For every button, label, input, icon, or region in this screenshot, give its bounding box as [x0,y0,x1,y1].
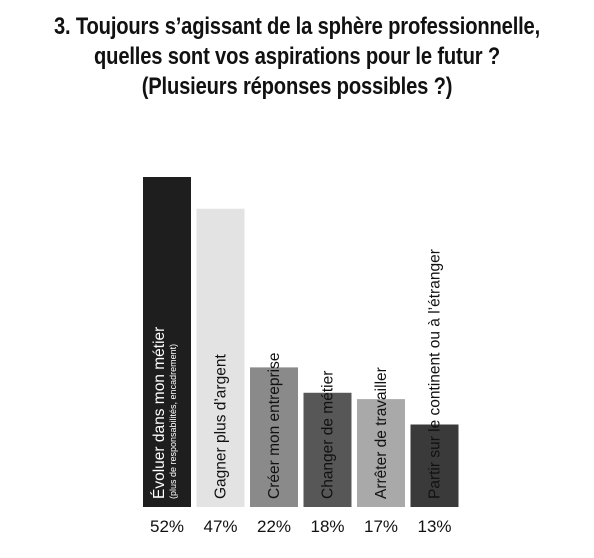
bar-value-label: 18% [310,517,344,536]
bar-group: Évoluer dans mon métier (plus de responsa… [143,177,191,536]
bar [143,177,191,507]
bar-value-label: 17% [364,517,398,536]
bar-category-label: Arrêter de travailler [373,367,390,499]
bar-category-label: Changer de métier [320,371,337,499]
bar [410,424,459,507]
bar-value-label: 52% [150,517,184,536]
chart-title-line-3: (Plusieurs réponses possibles ?) [141,73,453,100]
bar [303,392,352,507]
bar-category-sublabel: (plus de responsabilités, encadrement) [168,344,178,499]
chart-title-line-1: 3. Toujours s’agissant de la sphère prof… [53,13,541,40]
bar-value-label: 47% [203,517,237,536]
bar-group: Changer de métier 18% [303,371,352,536]
bar-group: Partir sur le continent ou à l’étranger 1… [410,249,459,536]
bar-group: Arrêter de travailler 17% [357,367,405,536]
bar-category-label: Évoluer dans mon métier [151,327,168,499]
bar-category-label: Créer mon entreprise [266,353,283,499]
bar-value-label: 22% [257,517,291,536]
chart-title-line-2: quelles sont vos aspirations pour le fut… [94,43,500,70]
bar-group: Gagner plus d’argent 47% [196,208,245,536]
bar-value-label: 13% [417,517,451,536]
bar-category-label: Partir sur le continent ou à l’étranger [427,249,444,499]
chart-title: 3. Toujours s’agissant de la sphère prof… [48,12,547,102]
bar-group: Créer mon entreprise 22% [250,353,298,536]
bar [250,367,298,507]
bar [357,399,405,507]
bar [196,208,245,507]
bar-category-label: Gagner plus d’argent [213,354,230,499]
